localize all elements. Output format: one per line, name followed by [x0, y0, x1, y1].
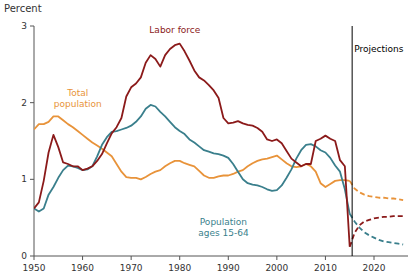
projection-line — [352, 26, 353, 256]
y-axis — [34, 26, 35, 256]
plot-area — [34, 26, 403, 256]
x-tick-label: 1970 — [120, 263, 143, 273]
annotation: Labor force — [149, 25, 200, 35]
y-tick-label: 1 — [21, 174, 27, 184]
annotation: Projections — [354, 44, 404, 54]
x-tick — [325, 256, 326, 260]
series-line — [350, 181, 403, 200]
series-line — [34, 116, 350, 187]
x-tick — [374, 256, 375, 260]
x-tick-label: 1960 — [71, 263, 94, 273]
x-tick-label: 1980 — [168, 263, 191, 273]
x-tick-label: 1990 — [217, 263, 240, 273]
x-tick-label: 1950 — [23, 263, 46, 273]
y-tick — [30, 26, 34, 27]
x-tick-label: 2010 — [314, 263, 337, 273]
y-tick-label: 3 — [21, 21, 27, 31]
x-tick-label: 2000 — [265, 263, 288, 273]
x-tick — [131, 256, 132, 260]
x-tick-label: 2020 — [363, 263, 386, 273]
y-tick — [30, 102, 34, 103]
series-line — [34, 44, 350, 247]
y-tick — [30, 256, 34, 257]
y-axis-label: Percent — [4, 3, 42, 14]
x-tick — [276, 256, 277, 260]
y-tick-label: 2 — [21, 98, 27, 108]
y-tick-label: 0 — [21, 251, 27, 261]
x-tick — [82, 256, 83, 260]
x-tick — [228, 256, 229, 260]
x-tick — [34, 256, 35, 260]
annotation: Populationages 15-64 — [198, 217, 249, 238]
series-line — [350, 216, 403, 247]
annotation: Totalpopulation — [54, 88, 102, 109]
series-line — [34, 105, 350, 214]
chart: 1950 1960 1970 1980 1990 2000 2010 2020 0 1 2 3 Perc… — [0, 0, 420, 280]
y-tick — [30, 179, 34, 180]
x-tick — [179, 256, 180, 260]
